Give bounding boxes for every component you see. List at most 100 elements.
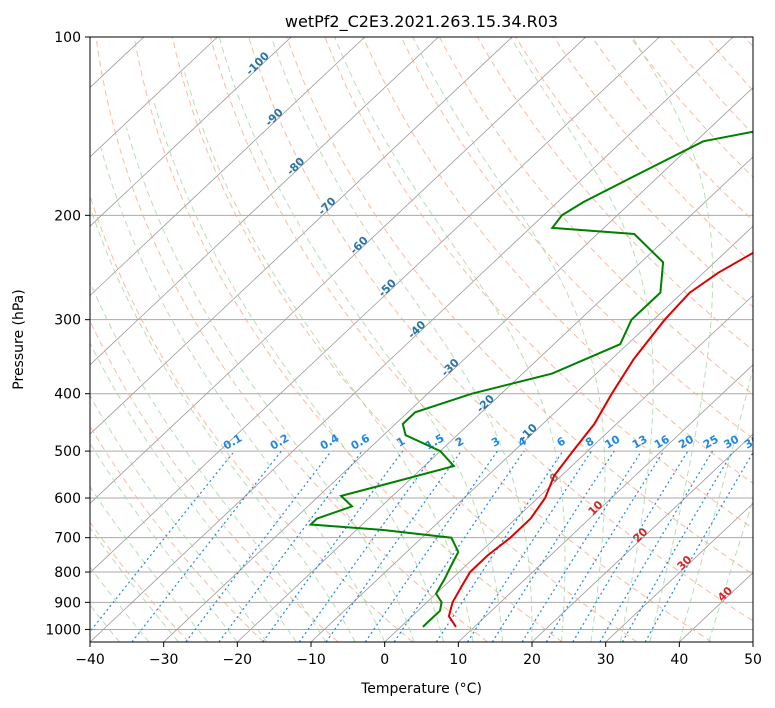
mixing-ratio-line (90, 450, 235, 633)
y-tick-label: 200 (54, 208, 81, 224)
isotherm-label: -90 (263, 106, 286, 129)
isotherm-line (752, 641, 753, 642)
isopleth-labels: 0.1 0.2 0.4 0.6 1 1.5 2 3 4 6 8 10 13 16 20 25 30 36-100-… (221, 49, 762, 604)
dry-adiabat (171, 37, 638, 642)
dry-adiabat (90, 194, 414, 642)
moist-adiabats (90, 37, 753, 642)
dry-adiabat (286, 37, 753, 575)
isotherm-grid (90, 37, 753, 642)
mixing-ratio-line (262, 450, 404, 642)
moist-adiabat (334, 37, 566, 642)
y-tick-label: 700 (54, 531, 81, 547)
moist-adiabat (184, 72, 474, 642)
y-tick-label: 900 (54, 595, 81, 611)
dry-adiabat (324, 37, 753, 530)
isotherm-line (90, 37, 734, 642)
moist-adiabat (708, 498, 753, 642)
dry-adiabat (133, 37, 563, 642)
mixing-ratio-label: 0.1 (221, 432, 244, 453)
mixing-ratio-line (572, 450, 689, 642)
moist-adiabat (90, 566, 150, 642)
chart-title: wetPf2_C2E3.2021.263.15.34.R03 (285, 12, 558, 32)
dry-adiabat (209, 37, 712, 642)
mixing-ratio-line (131, 450, 282, 642)
dry-adiabat (90, 521, 190, 642)
isotherm-line (605, 502, 753, 642)
dry-adiabat (667, 37, 753, 135)
mixing-ratio-line (599, 450, 714, 642)
x-tick-label: 40 (670, 652, 688, 668)
moist-adiabat (90, 485, 209, 642)
isotherm-label: -60 (348, 234, 371, 257)
mixing-ratio-label: 36 (742, 432, 762, 451)
isotherm-line (90, 37, 513, 435)
moist-adiabat (270, 37, 533, 642)
moist-adiabat (90, 394, 268, 642)
mixing-ratio-label: 16 (652, 432, 672, 451)
y-tick-label: 1000 (45, 622, 81, 638)
isotherm-label: -50 (376, 276, 399, 299)
dry-adiabat (248, 37, 753, 622)
y-tick-label: 100 (54, 30, 81, 46)
dry-adiabat (477, 37, 753, 352)
moist-adiabat (153, 102, 445, 642)
profile-series (308, 130, 753, 628)
mixing-ratio-label: 1 (394, 435, 407, 450)
dry-adiabat (95, 37, 488, 642)
x-axis-ticks: −40 −30 −20 −10 0 10 20 30 40 50 (75, 642, 762, 668)
moist-adiabat (631, 37, 714, 642)
isotherm-label: -80 (284, 155, 307, 178)
dry-adiabat (90, 425, 264, 642)
y-axis-ticks: 100 200 300 400 500 600 700 800 900 1000 (45, 30, 90, 638)
y-tick-label: 500 (54, 444, 81, 460)
x-tick-label: 30 (597, 652, 615, 668)
dry-adiabat (706, 37, 753, 92)
mixing-ratio-line (298, 450, 437, 642)
isotherm-line (458, 364, 753, 642)
dry-adiabat (553, 37, 753, 265)
moist-adiabat-label: 10 (586, 498, 606, 518)
y-axis-label: Pressure (hPa) (11, 289, 27, 389)
isotherm-line (531, 433, 753, 642)
mixing-ratio-label: 3 (489, 435, 502, 450)
dry-adiabat (744, 37, 753, 48)
moist-adiabat (678, 366, 753, 642)
mixing-ratio-label: 13 (630, 433, 650, 452)
isotherm-line (679, 572, 753, 642)
isotherm-line (90, 37, 292, 227)
dewpoint-profile-line (308, 130, 753, 628)
isotherm-label: -40 (405, 318, 428, 341)
dry-adiabat (362, 37, 753, 484)
x-tick-label: 50 (744, 652, 762, 668)
mixing-ratio-line (364, 450, 498, 642)
moist-adiabat-label: 40 (715, 584, 735, 604)
x-tick-label: 20 (523, 652, 541, 668)
isotherm-line (90, 37, 218, 158)
moist-adiabat-label: 20 (630, 525, 650, 545)
isotherm-label: -100 (243, 49, 272, 78)
moist-adiabat (218, 37, 503, 642)
isotherm-line (90, 37, 439, 366)
mixing-ratio-label: 0.4 (318, 431, 342, 452)
mixing-ratio-label: 25 (701, 433, 721, 452)
mixing-ratio-line (393, 450, 525, 642)
x-tick-label: −30 (149, 652, 179, 668)
isotherm-line (90, 37, 587, 504)
isotherm-line (237, 156, 753, 642)
moist-adiabat (90, 205, 356, 642)
y-tick-label: 600 (54, 491, 81, 507)
moist-adiabat (100, 147, 386, 642)
x-tick-label: 0 (380, 652, 389, 668)
mixing-ratio-line (435, 450, 564, 642)
isotherm-line (90, 37, 660, 574)
temperature-profile-line (447, 251, 753, 628)
x-tick-label: −40 (75, 652, 105, 668)
plot-frame (89, 36, 754, 643)
isotherm-line (90, 37, 366, 297)
y-tick-label: 800 (54, 565, 81, 581)
x-tick-label: 10 (449, 652, 467, 668)
moist-adiabat (510, 37, 654, 642)
moist-adiabat (412, 37, 606, 642)
mixing-ratio-label: 6 (555, 434, 568, 449)
